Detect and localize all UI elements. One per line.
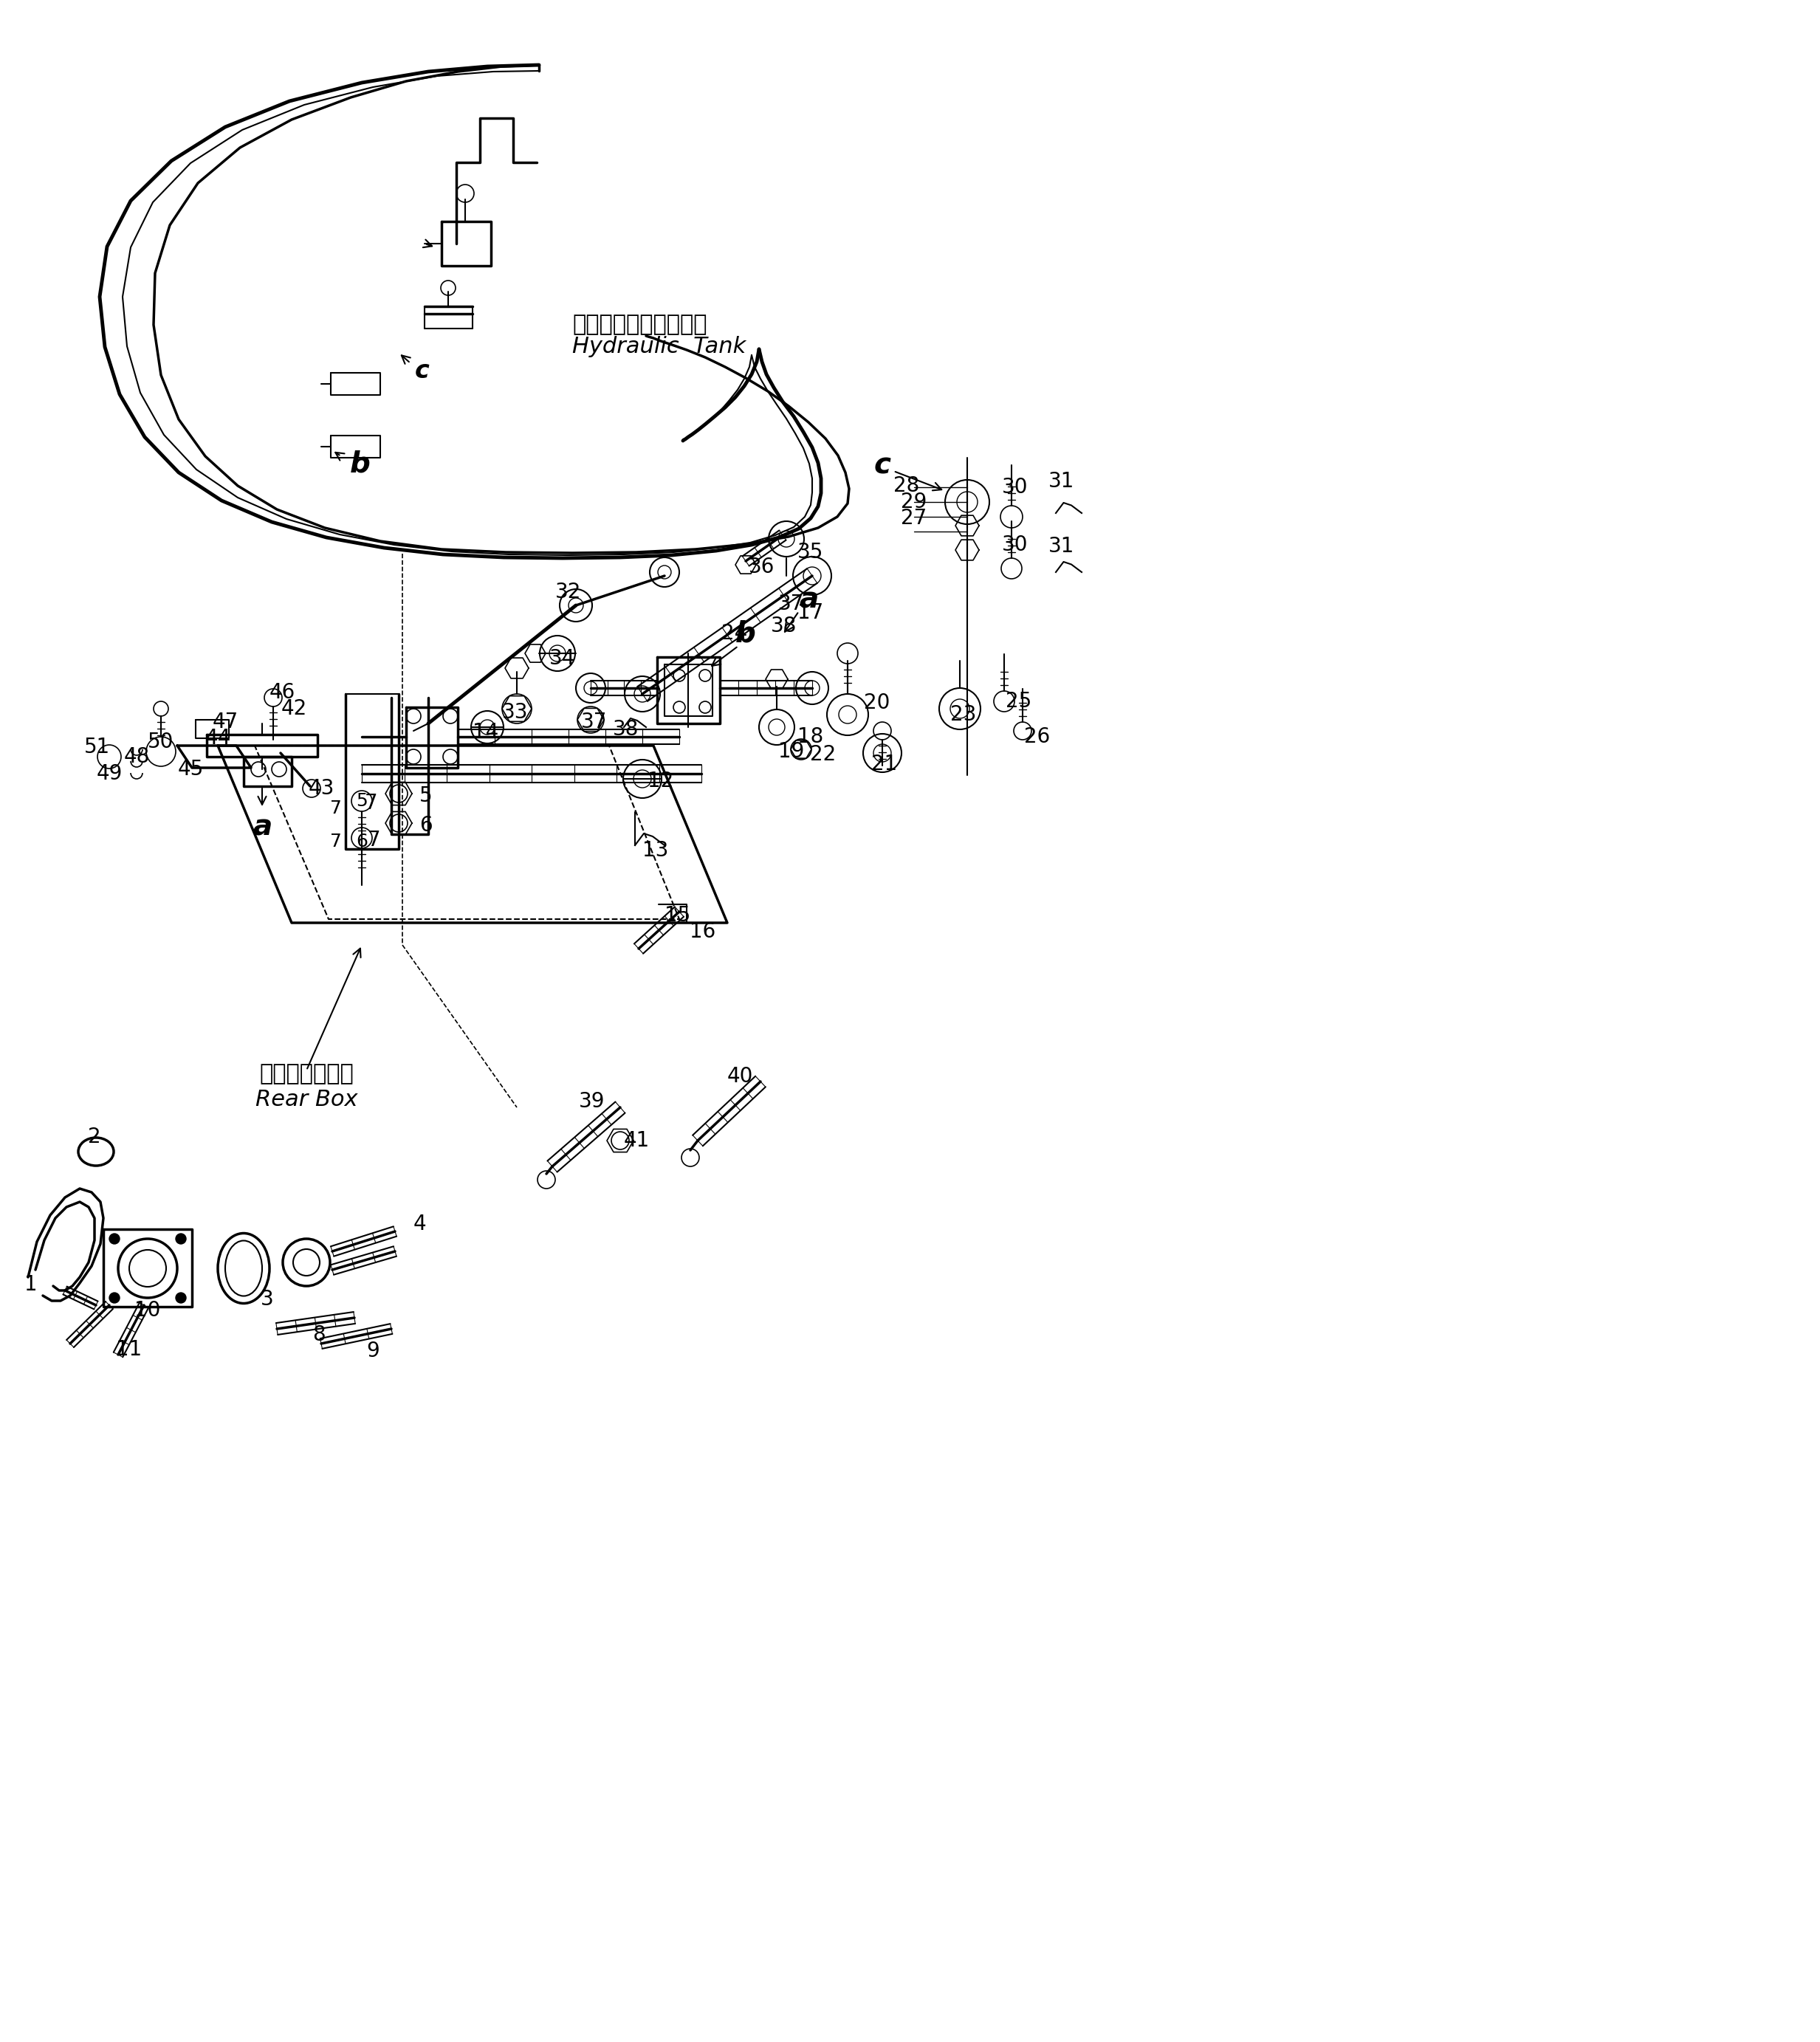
Text: 49: 49 [96,764,122,784]
Circle shape [109,1233,120,1244]
Text: 33: 33 [502,702,528,723]
Circle shape [177,1293,186,1303]
Text: 39: 39 [579,1090,606,1111]
Text: 29: 29 [901,492,926,513]
Text: 34: 34 [550,647,575,670]
Circle shape [109,1293,120,1303]
Text: 30: 30 [1003,478,1028,498]
Text: 50: 50 [147,731,175,751]
Text: 31: 31 [1048,535,1076,557]
Text: 7: 7 [329,833,342,849]
Text: 21: 21 [872,753,897,774]
Text: 16: 16 [690,921,715,941]
Text: 38: 38 [772,617,797,637]
Text: 4: 4 [413,1213,426,1233]
Text: 28: 28 [894,476,919,496]
Text: 14: 14 [473,723,499,743]
Text: 42: 42 [280,698,308,719]
Text: 45: 45 [178,760,204,780]
Text: 5: 5 [357,792,368,811]
Text: 31: 31 [1048,472,1076,492]
Text: 38: 38 [613,719,639,739]
Text: Hydraulic  Tank: Hydraulic Tank [571,337,746,357]
Text: 15: 15 [664,905,692,925]
Text: 18: 18 [797,727,824,747]
Text: 19: 19 [779,741,804,762]
Text: c: c [874,451,890,480]
Text: b: b [349,449,371,478]
Text: 24: 24 [723,623,748,643]
Text: 1: 1 [24,1274,38,1295]
Text: b: b [735,619,755,647]
Text: 37: 37 [581,713,608,733]
Text: 35: 35 [797,541,824,562]
Text: 32: 32 [555,582,582,602]
Text: 20: 20 [864,692,890,713]
Text: 2: 2 [87,1127,102,1148]
Text: 13: 13 [642,839,668,862]
Text: 7: 7 [364,792,379,813]
Circle shape [177,1233,186,1244]
Text: 37: 37 [779,594,804,615]
Text: 41: 41 [624,1131,650,1152]
Text: ハイドロリックタンク: ハイドロリックタンク [571,314,706,335]
Text: 7: 7 [329,800,342,817]
Text: 51: 51 [84,737,111,758]
Text: 9: 9 [366,1342,379,1362]
Text: 11: 11 [116,1340,142,1360]
Text: 10: 10 [135,1301,160,1321]
Text: 22: 22 [810,743,835,766]
Text: 7: 7 [368,829,380,849]
Text: 8: 8 [313,1325,326,1346]
Text: 30: 30 [1003,535,1028,555]
Text: 40: 40 [726,1066,753,1086]
Text: 3: 3 [260,1289,273,1309]
Text: c: c [415,359,430,382]
Text: 47: 47 [213,713,238,733]
Text: 6: 6 [357,833,368,849]
Text: Rear Box: Rear Box [255,1088,357,1111]
Text: 23: 23 [950,704,977,725]
Text: リヤーボックス: リヤーボックス [258,1064,353,1084]
Text: a: a [799,586,819,613]
Text: 25: 25 [1006,690,1032,713]
Text: 26: 26 [1025,727,1050,747]
Text: 46: 46 [269,682,295,702]
Text: 36: 36 [748,557,775,578]
Text: 48: 48 [124,747,149,768]
Text: 27: 27 [901,508,926,529]
Text: a: a [253,813,271,841]
Text: 12: 12 [648,770,673,792]
Text: 5: 5 [420,786,433,807]
Text: 17: 17 [797,602,824,623]
Text: 43: 43 [308,778,335,798]
Text: 6: 6 [420,815,433,835]
Text: 44: 44 [206,727,231,749]
